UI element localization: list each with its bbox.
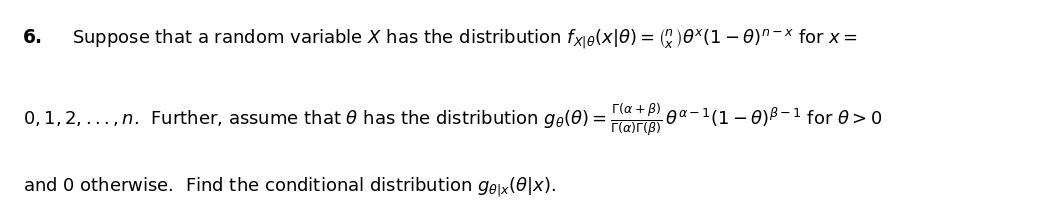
Text: and $0$ otherwise.  Find the conditional distribution $g_{\theta|x}(\theta|x)$.: and $0$ otherwise. Find the conditional … <box>23 175 557 199</box>
Text: Suppose that a random variable $X$ has the distribution $f_{X|\theta}(x|\theta) : Suppose that a random variable $X$ has t… <box>72 28 857 51</box>
Text: $0, 1, 2, ..., n$.  Further, assume that $\theta$ has the distribution $g_{\thet: $0, 1, 2, ..., n$. Further, assume that … <box>23 103 883 138</box>
Text: 6.: 6. <box>23 28 43 47</box>
